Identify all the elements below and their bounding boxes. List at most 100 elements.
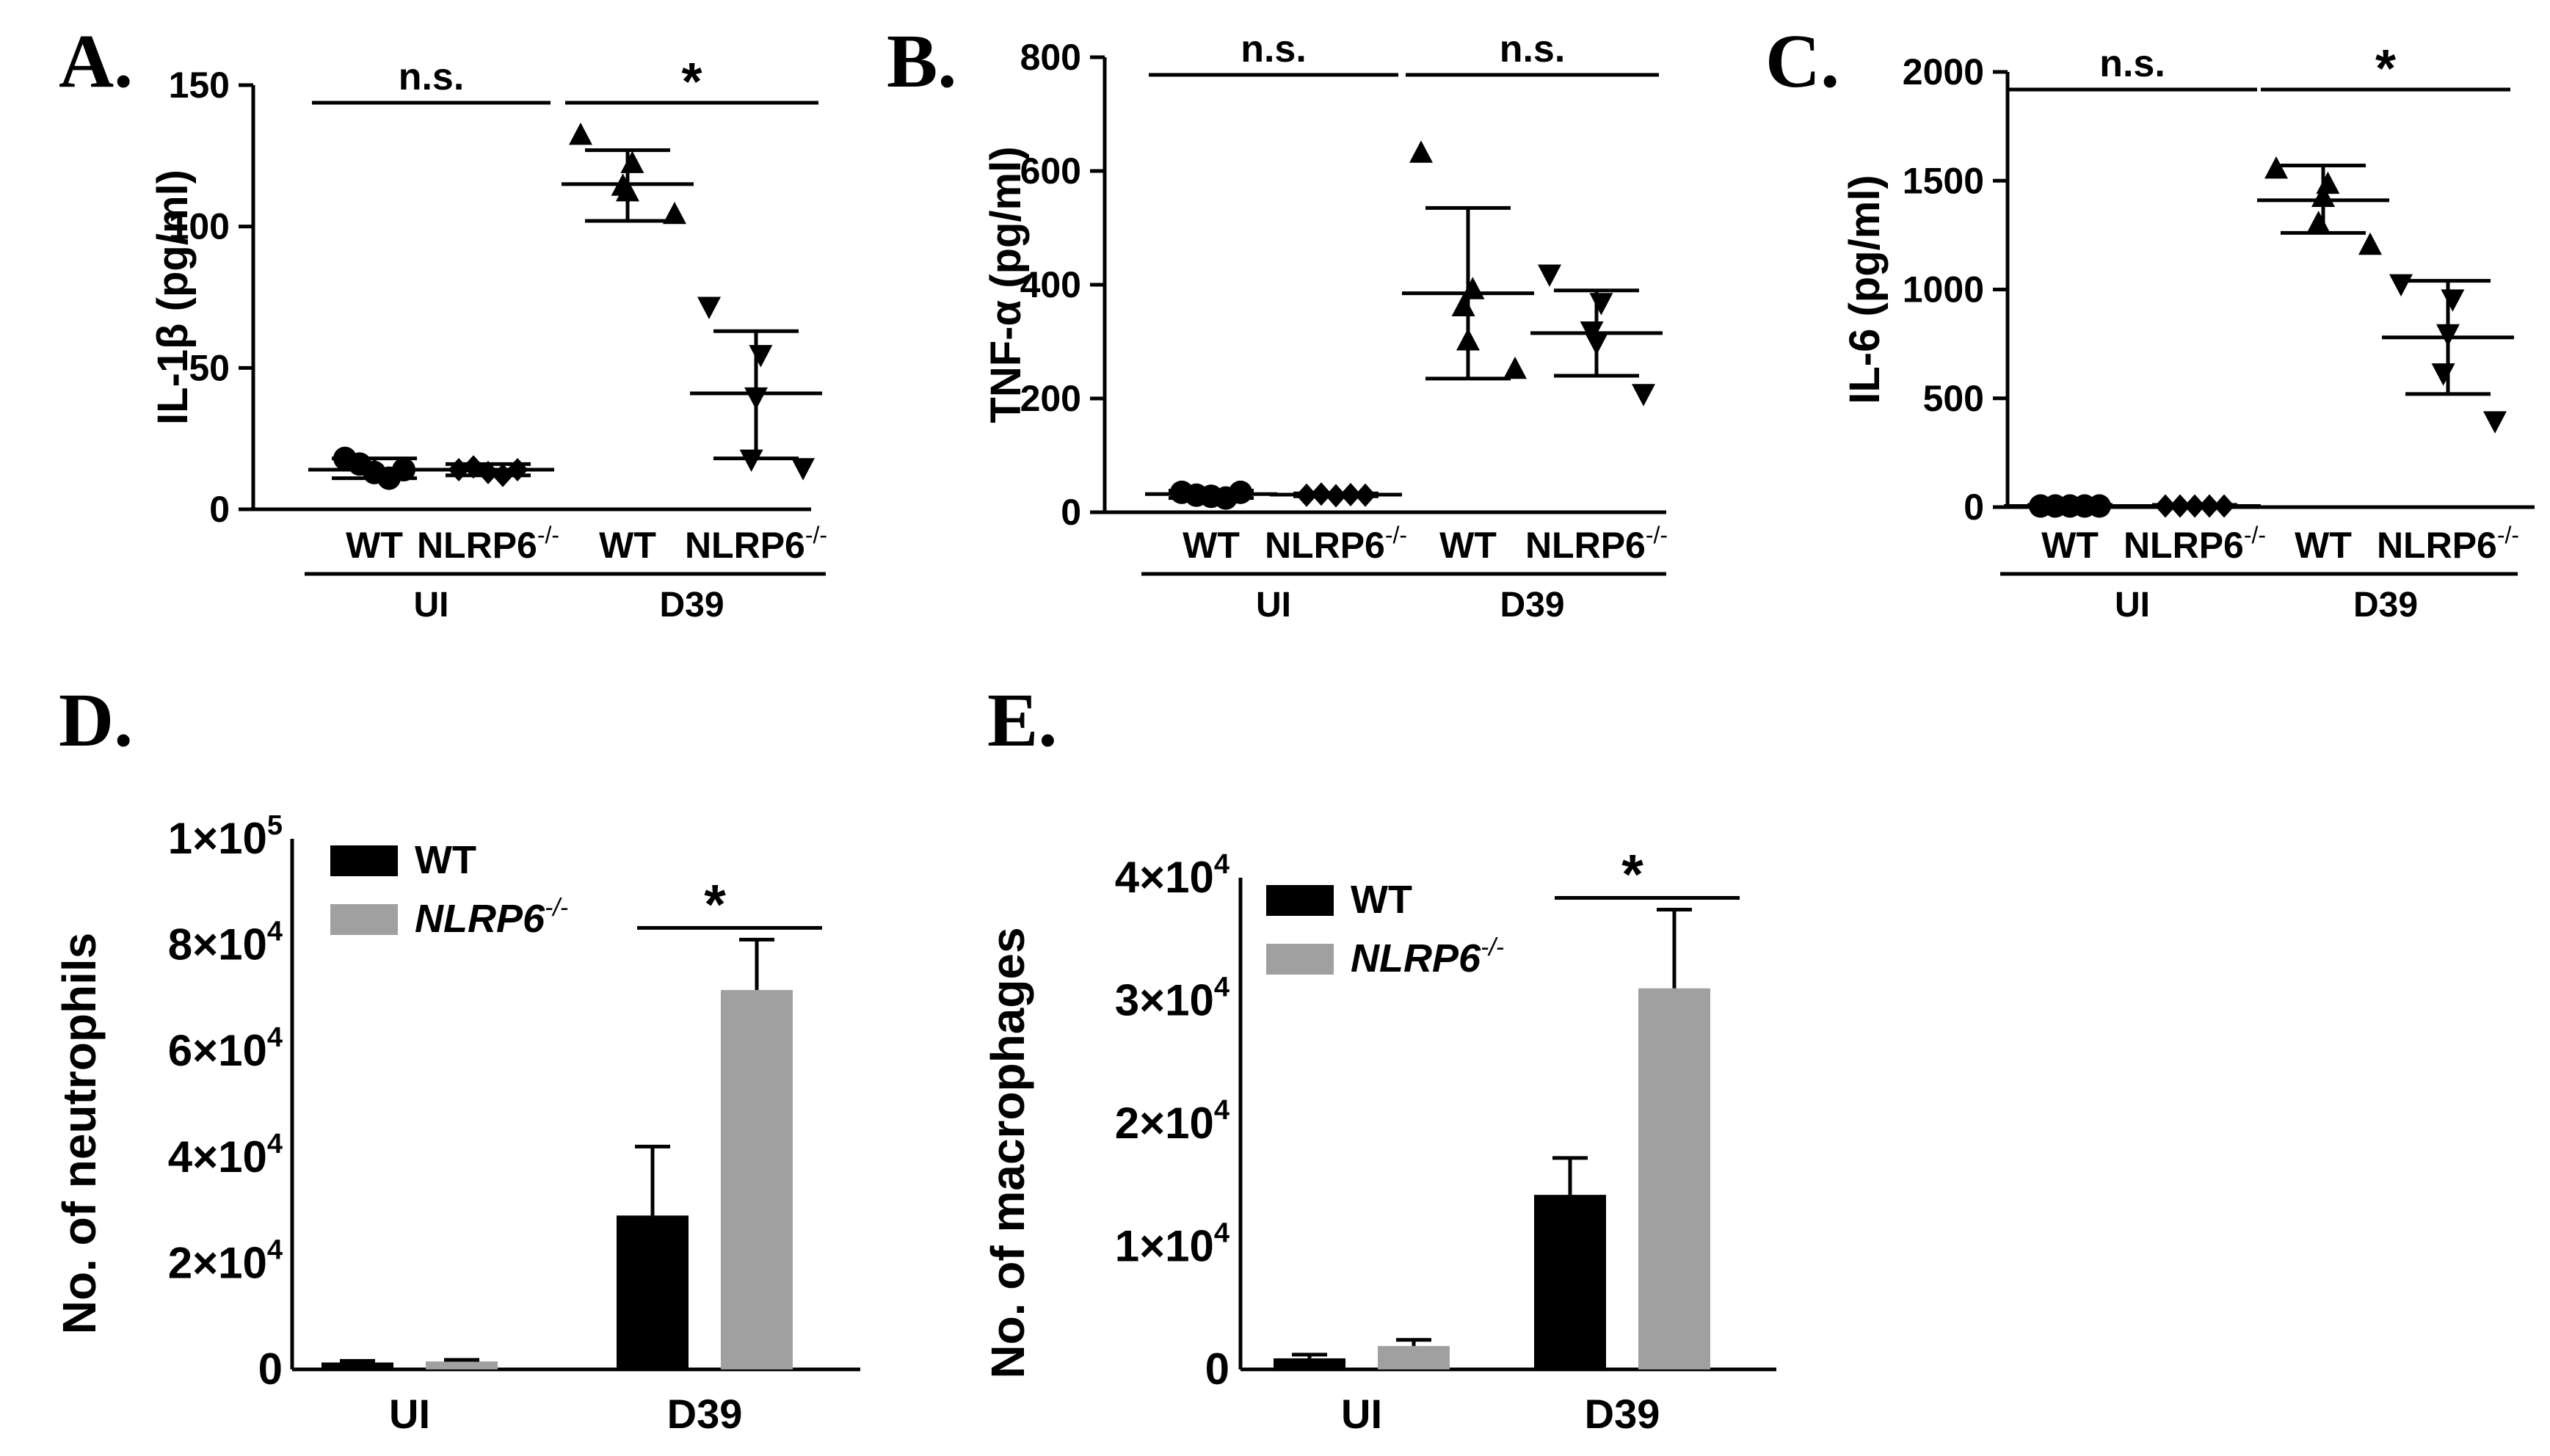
x-tick-label: D39 bbox=[1585, 1391, 1660, 1437]
x-tick-label: NLRP6-/- bbox=[2124, 522, 2266, 566]
data-group bbox=[2129, 494, 2261, 518]
significance-label: n.s. bbox=[1241, 28, 1307, 70]
bar bbox=[1534, 1195, 1606, 1369]
data-point bbox=[791, 458, 815, 481]
tick-exponent: 4 bbox=[1214, 1095, 1229, 1126]
significance-label: n.s. bbox=[2099, 43, 2165, 85]
y-tick-label: 1000 bbox=[1903, 269, 1984, 310]
y-axis-label: No. of macrophages bbox=[981, 927, 1034, 1378]
panel-letter: E. bbox=[987, 678, 1057, 762]
legend-swatch bbox=[330, 845, 398, 876]
y-tick-label: 2000 bbox=[1903, 51, 1984, 92]
legend-swatch bbox=[1266, 944, 1334, 975]
data-point bbox=[749, 345, 773, 368]
tick-mantissa: 1×10 bbox=[1115, 1222, 1214, 1271]
data-point bbox=[739, 449, 763, 473]
tick-mantissa: 2×10 bbox=[1115, 1099, 1214, 1148]
y-tick-label: 600 bbox=[1020, 150, 1081, 192]
legend-swatch bbox=[1266, 885, 1334, 916]
data-point bbox=[2441, 289, 2465, 312]
y-tick-label: 1×104 bbox=[1115, 1218, 1229, 1271]
data-point bbox=[1461, 277, 1485, 299]
panel-e: E.No. of macrophages 01×1042×1043×1044×10… bbox=[981, 678, 1776, 1437]
significance-label: * bbox=[1621, 844, 1643, 906]
group-name: WT bbox=[1183, 525, 1240, 566]
group-superscript: -/- bbox=[2244, 522, 2266, 548]
group-name: NLRP6 bbox=[1265, 525, 1385, 566]
data-point bbox=[663, 201, 686, 225]
y-axis-label: TNF-α (pg/ml) bbox=[982, 146, 1030, 423]
bar bbox=[1274, 1358, 1345, 1369]
group-superscript: -/- bbox=[2497, 522, 2519, 548]
tick-exponent: 4 bbox=[267, 917, 283, 947]
x-tick-label: WT bbox=[2041, 525, 2099, 566]
tick-mantissa: 1×10 bbox=[168, 814, 267, 863]
x-tick-label: WT bbox=[2295, 525, 2352, 566]
y-axis-label: IL-6 (pg/ml) bbox=[1841, 175, 1889, 404]
y-tick-label: 2×104 bbox=[1115, 1095, 1229, 1148]
group-name: WT bbox=[2041, 525, 2099, 566]
data-group bbox=[562, 122, 694, 225]
y-axis-label: No. of neutrophils bbox=[53, 933, 106, 1335]
tick-mantissa: 0 bbox=[258, 1344, 283, 1394]
y-axis-label: IL-1β (pg/ml) bbox=[149, 170, 197, 425]
x-tick-label: WT bbox=[1183, 525, 1240, 566]
bar bbox=[1378, 1346, 1450, 1369]
data-point bbox=[2316, 171, 2340, 194]
y-tick-label: 200 bbox=[1020, 378, 1081, 419]
legend-name: NLRP6 bbox=[415, 897, 545, 941]
bar bbox=[322, 1362, 393, 1369]
y-tick-label: 4×104 bbox=[1115, 849, 1229, 902]
x-tick-label: WT bbox=[346, 525, 403, 566]
tick-exponent: 5 bbox=[267, 810, 283, 841]
y-tick-label: 500 bbox=[1923, 378, 1984, 419]
tick-exponent: 4 bbox=[1214, 1218, 1229, 1249]
y-tick-label: 3×104 bbox=[1115, 972, 1229, 1025]
x-tick-label: WT bbox=[599, 525, 656, 566]
legend-superscript: -/- bbox=[1481, 933, 1504, 961]
tick-exponent: 4 bbox=[267, 1234, 283, 1265]
data-group bbox=[422, 455, 554, 487]
condition-label: UI bbox=[1256, 586, 1291, 625]
group-superscript: -/- bbox=[537, 522, 559, 548]
data-group bbox=[1145, 480, 1277, 510]
bar bbox=[426, 1361, 498, 1369]
data-group bbox=[1270, 482, 1402, 508]
legend-swatch bbox=[330, 904, 398, 935]
y-tick-label: 50 bbox=[189, 347, 230, 388]
legend-superscript: -/- bbox=[545, 894, 568, 922]
data-group bbox=[1530, 264, 1663, 407]
x-tick-label: NLRP6-/- bbox=[2377, 522, 2519, 566]
data-point bbox=[2389, 274, 2413, 297]
tick-mantissa: 2×10 bbox=[168, 1238, 267, 1287]
data-point bbox=[569, 122, 592, 145]
data-point bbox=[2483, 411, 2507, 434]
data-point bbox=[1538, 264, 1561, 287]
y-tick-label: 2×104 bbox=[168, 1234, 283, 1287]
y-tick-label: 0 bbox=[258, 1344, 283, 1394]
y-tick-label: 0 bbox=[1061, 492, 1081, 533]
group-name: WT bbox=[599, 525, 656, 566]
data-group bbox=[2257, 156, 2389, 255]
group-superscript: -/- bbox=[1646, 522, 1668, 548]
data-point bbox=[2306, 211, 2331, 233]
condition-label: UI bbox=[414, 586, 449, 625]
panel-letter: C. bbox=[1765, 19, 1839, 103]
bar bbox=[1638, 988, 1710, 1369]
group-name: WT bbox=[346, 525, 403, 566]
data-point bbox=[1632, 384, 1655, 407]
data-point bbox=[697, 296, 721, 319]
group-superscript: -/- bbox=[805, 522, 827, 548]
legend-label: NLRP6-/- bbox=[415, 894, 568, 941]
tick-mantissa: 0 bbox=[1205, 1344, 1229, 1394]
bar bbox=[617, 1215, 689, 1369]
legend-name: WT bbox=[415, 838, 476, 882]
y-tick-label: 0 bbox=[1964, 487, 1984, 528]
tick-mantissa: 3×10 bbox=[1115, 976, 1214, 1025]
group-name: NLRP6 bbox=[685, 525, 805, 566]
panel-letter: B. bbox=[887, 19, 956, 103]
x-tick-label: NLRP6-/- bbox=[417, 522, 559, 566]
